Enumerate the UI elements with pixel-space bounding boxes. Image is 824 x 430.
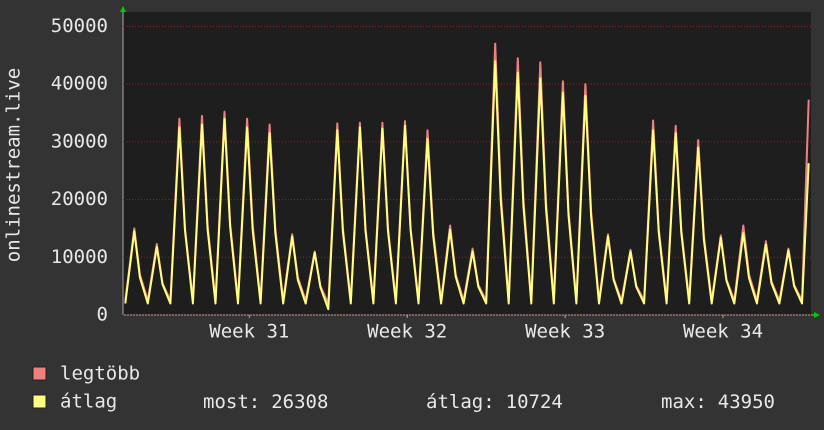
legend-label: átlag [60,391,117,413]
x-tick-label: Week 33 [525,321,605,343]
stat-value: 10724 [506,391,563,413]
axis-arrow [120,6,126,12]
stat-label: max: [661,391,707,413]
stat-value: 43950 [718,391,775,413]
y-tick-label: 20000 [51,188,108,210]
x-tick-label: Week 34 [683,321,763,343]
legend-swatch [32,394,47,409]
stat-value: 26308 [271,391,328,413]
stat: átlag: 10724 [426,391,563,413]
y-axis-label: onlinestream.live [3,68,25,262]
y-tick-label: 0 [97,304,108,326]
legend-swatch [32,366,47,381]
y-tick-label: 40000 [51,73,108,95]
y-tick-label: 50000 [51,15,108,37]
y-tick-label: 10000 [51,246,108,268]
legend-label: legtöbb [60,363,140,385]
stat: most: 26308 [203,391,328,413]
stat: max: 43950 [661,391,775,413]
stat-label: átlag: [426,391,495,413]
stat-label: most: [203,391,260,413]
x-tick-label: Week 32 [367,321,447,343]
y-tick-label: 30000 [51,130,108,152]
x-tick-label: Week 31 [209,321,289,343]
axis-arrow [814,312,820,318]
series-line [124,60,810,311]
